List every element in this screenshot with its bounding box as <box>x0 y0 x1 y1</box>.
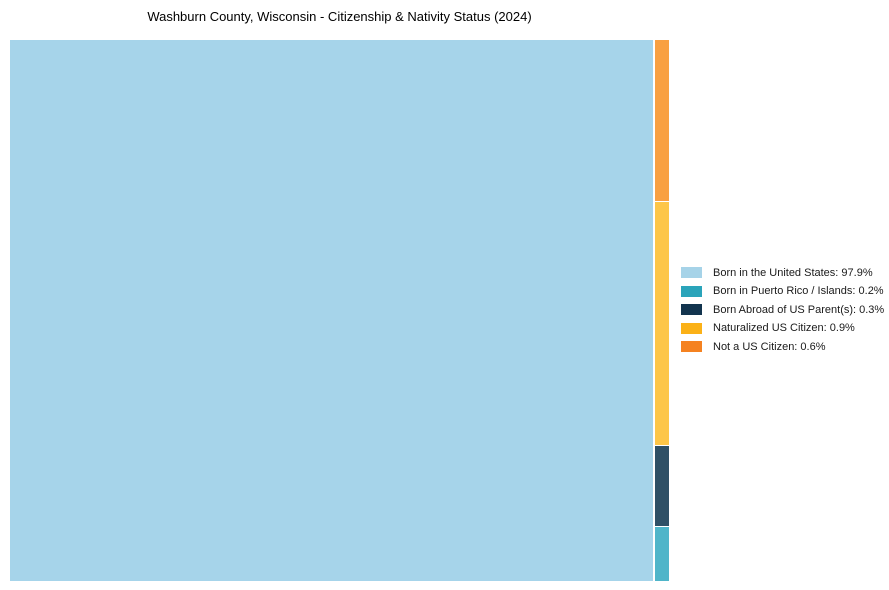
treemap-strip <box>655 40 669 581</box>
treemap-rect-born-us <box>10 40 653 581</box>
legend-item-label: Born in Puerto Rico / Islands: 0.2% <box>713 285 884 298</box>
legend-swatch-icon <box>681 285 702 297</box>
treemap-rect-puerto-rico <box>655 527 669 581</box>
legend-item-not-citizen: Not a US Citizen: 0.6% <box>681 341 884 353</box>
treemap-rect-naturalized <box>655 202 669 445</box>
legend-swatch-icon <box>681 341 702 353</box>
legend-item-born-us: Born in the United States: 97.9% <box>681 267 884 279</box>
legend-item-label: Born in the United States: 97.9% <box>713 266 873 279</box>
legend-item-label: Not a US Citizen: 0.6% <box>713 340 826 353</box>
legend-item-label: Naturalized US Citizen: 0.9% <box>713 322 855 335</box>
treemap-rect-not-citizen <box>655 40 669 202</box>
chart-title: Washburn County, Wisconsin - Citizenship… <box>147 9 532 24</box>
legend-item-naturalized: Naturalized US Citizen: 0.9% <box>681 322 884 335</box>
treemap-rect-born-abroad <box>655 445 669 527</box>
legend-swatch-icon <box>681 322 702 334</box>
legend-item-puerto-rico: Born in Puerto Rico / Islands: 0.2% <box>681 285 884 298</box>
treemap-plot <box>10 40 669 581</box>
legend-item-born-abroad: Born Abroad of US Parent(s): 0.3% <box>681 304 884 316</box>
legend: Born in the United States: 97.9% Born in … <box>681 267 884 353</box>
legend-swatch-icon <box>681 304 702 316</box>
legend-item-label: Born Abroad of US Parent(s): 0.3% <box>713 303 885 316</box>
legend-swatch-icon <box>681 267 702 279</box>
